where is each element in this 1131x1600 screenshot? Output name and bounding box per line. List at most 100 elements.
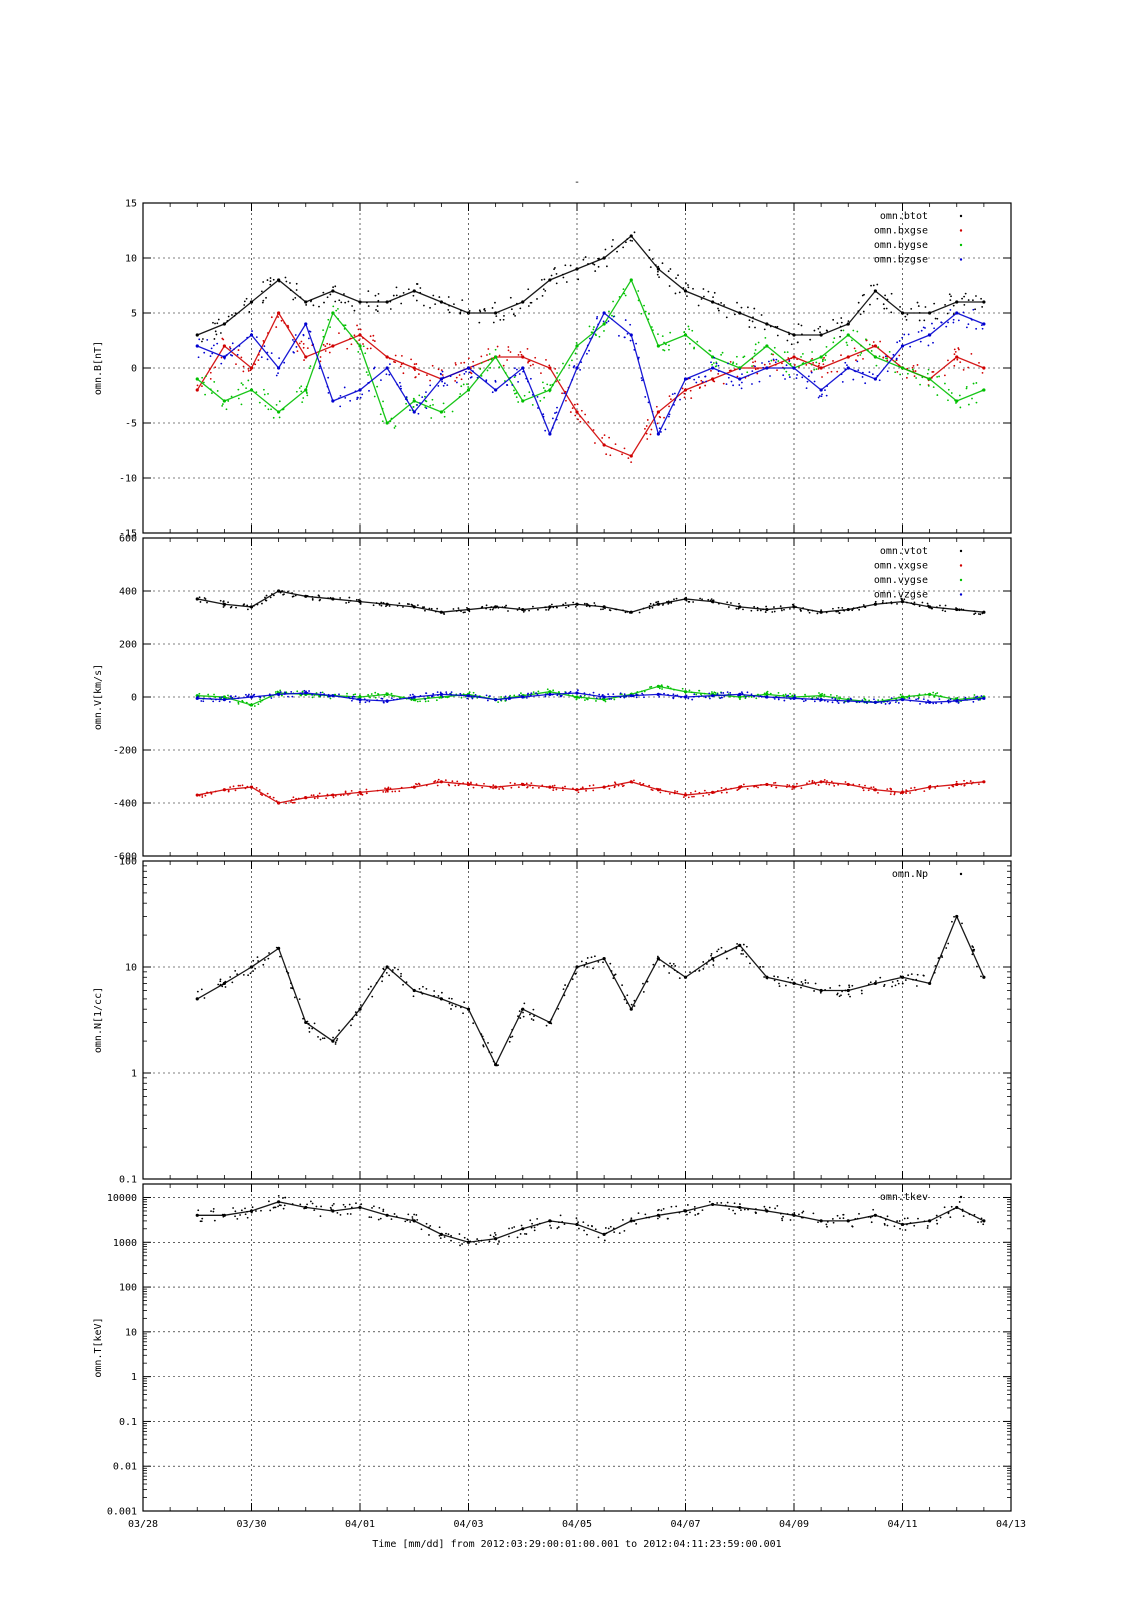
- data-point: [234, 312, 237, 315]
- data-point: [668, 415, 670, 418]
- data-point: [698, 689, 701, 692]
- data-point: [272, 278, 275, 281]
- data-point: [956, 358, 959, 361]
- data-point: [213, 1219, 216, 1222]
- data-point: [948, 787, 951, 789]
- data-point: [831, 697, 834, 700]
- data-point: [304, 300, 308, 304]
- data-point: [421, 396, 424, 399]
- data-point: [875, 602, 877, 605]
- data-point: [305, 385, 308, 388]
- data-point: [461, 1243, 463, 1245]
- data-point: [225, 354, 228, 357]
- data-point: [752, 361, 754, 364]
- data-point: [520, 1224, 523, 1227]
- legend-marker: [959, 578, 963, 582]
- data-point: [964, 698, 967, 701]
- series-omn.vtot: [195, 589, 986, 616]
- data-point: [216, 342, 219, 345]
- data-point: [329, 697, 332, 700]
- data-point: [602, 608, 604, 611]
- data-point: [655, 405, 658, 408]
- data-point: [835, 695, 838, 697]
- data-point: [380, 601, 383, 604]
- data-point: [631, 781, 634, 784]
- data-point: [227, 400, 230, 402]
- data-point: [277, 589, 281, 593]
- data-point: [648, 604, 651, 607]
- data-point: [350, 1024, 352, 1027]
- data-point: [562, 362, 564, 365]
- data-point: [650, 685, 653, 688]
- data-point: [553, 268, 555, 271]
- data-point: [555, 272, 558, 275]
- data-point: [514, 374, 517, 377]
- data-point: [221, 403, 224, 405]
- data-point: [584, 699, 586, 702]
- data-point: [523, 394, 526, 397]
- data-point: [629, 454, 633, 458]
- data-point: [832, 607, 834, 610]
- data-point: [793, 694, 796, 697]
- data-point: [532, 605, 534, 608]
- data-point: [466, 388, 471, 392]
- data-point: [389, 357, 391, 360]
- data-point: [885, 357, 887, 360]
- data-point: [857, 354, 859, 357]
- data-point: [364, 701, 367, 704]
- data-point: [856, 330, 859, 333]
- data-point: [756, 609, 759, 612]
- data-point: [550, 603, 553, 606]
- data-point: [639, 782, 641, 784]
- data-point: [818, 362, 821, 365]
- data-point: [296, 690, 299, 693]
- data-point: [603, 606, 606, 608]
- data-point: [523, 784, 526, 787]
- data-point: [429, 404, 432, 407]
- data-point: [962, 608, 965, 611]
- data-point: [291, 1203, 294, 1205]
- data-point: [955, 1205, 959, 1210]
- data-point: [644, 396, 647, 398]
- data-point: [661, 262, 664, 265]
- data-point: [658, 958, 661, 961]
- data-point: [430, 695, 433, 698]
- data-point: [362, 343, 364, 345]
- data-point: [382, 701, 385, 704]
- data-point: [703, 295, 705, 298]
- data-point: [736, 789, 739, 792]
- data-point: [904, 1229, 907, 1231]
- data-point: [391, 695, 394, 698]
- data-point: [635, 342, 637, 345]
- series-omn.btot: [195, 231, 986, 346]
- data-point: [638, 611, 641, 614]
- data-point: [416, 404, 419, 406]
- data-point: [935, 1219, 938, 1222]
- data-point: [472, 360, 475, 363]
- data-point: [331, 399, 335, 403]
- data-point: [492, 321, 495, 324]
- data-point: [602, 320, 605, 323]
- data-point: [637, 299, 640, 302]
- data-point: [381, 697, 384, 700]
- data-point: [285, 802, 287, 805]
- data-point: [246, 785, 249, 788]
- data-point: [318, 367, 321, 370]
- data-point: [249, 785, 254, 789]
- data-point: [824, 988, 826, 991]
- data-point: [955, 300, 959, 304]
- data-point: [861, 376, 864, 378]
- data-point: [928, 311, 932, 315]
- data-point: [787, 976, 790, 979]
- data-point: [729, 360, 732, 363]
- data-point: [769, 375, 771, 377]
- data-point: [659, 685, 662, 688]
- data-point: [886, 1215, 889, 1218]
- data-point: [727, 606, 730, 608]
- data-point: [955, 782, 959, 787]
- data-point: [732, 384, 734, 387]
- y-tick-label: 1000: [113, 1238, 137, 1249]
- data-point: [337, 318, 339, 320]
- data-point: [948, 293, 951, 296]
- data-point: [390, 1218, 393, 1221]
